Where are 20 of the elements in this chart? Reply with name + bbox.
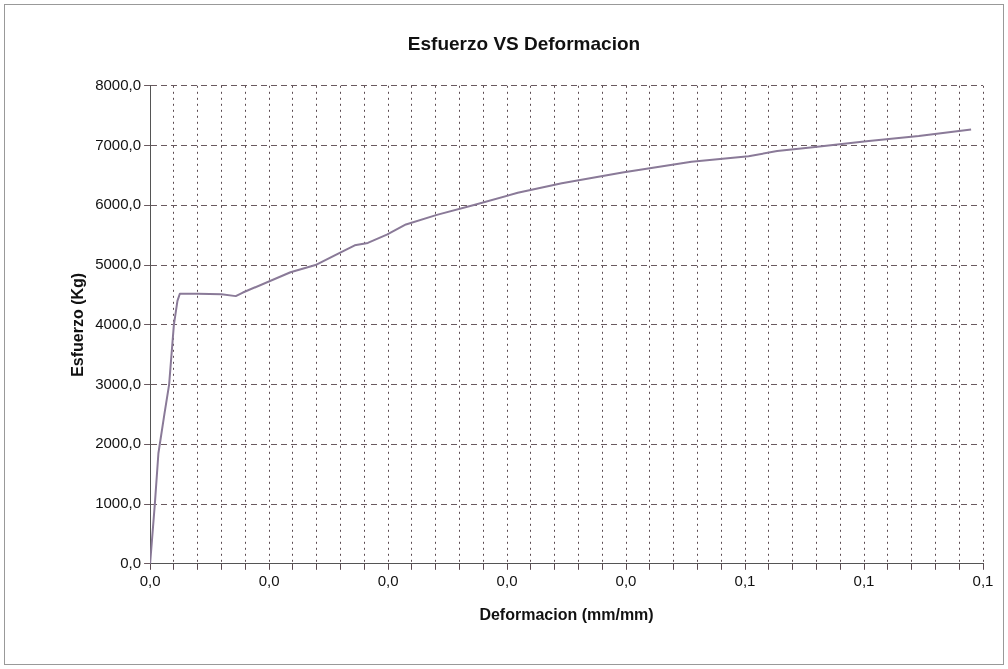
y-axis-title: Esfuerzo (Kg) — [69, 272, 87, 377]
x-tick-label: 0,0 — [377, 571, 399, 589]
y-tick-label: 5000,0 — [95, 255, 142, 273]
y-tick-label: 3000,0 — [95, 374, 142, 392]
x-tick-label: 0,0 — [615, 571, 637, 589]
x-tick-label: 0,1 — [853, 571, 875, 589]
x-tick-label: 0,1 — [972, 571, 994, 589]
y-tick-label: 2000,0 — [95, 434, 142, 452]
y-tick-label: 8000,0 — [95, 75, 142, 93]
x-tick-label: 0,0 — [496, 571, 518, 589]
y-tick-label: 4000,0 — [95, 314, 142, 332]
x-tick-label: 0,1 — [734, 571, 756, 589]
y-tick-label: 6000,0 — [95, 195, 142, 213]
y-tick-label: 1000,0 — [95, 494, 142, 512]
y-tick-label: 7000,0 — [95, 135, 142, 153]
chart-title: Esfuerzo VS Deformacion — [407, 32, 641, 54]
y-tick-label: 0,0 — [120, 553, 142, 571]
x-tick-label: 0,0 — [139, 571, 161, 589]
x-tick-label: 0,0 — [258, 571, 280, 589]
x-axis-title: Deformacion (mm/mm) — [479, 605, 654, 623]
